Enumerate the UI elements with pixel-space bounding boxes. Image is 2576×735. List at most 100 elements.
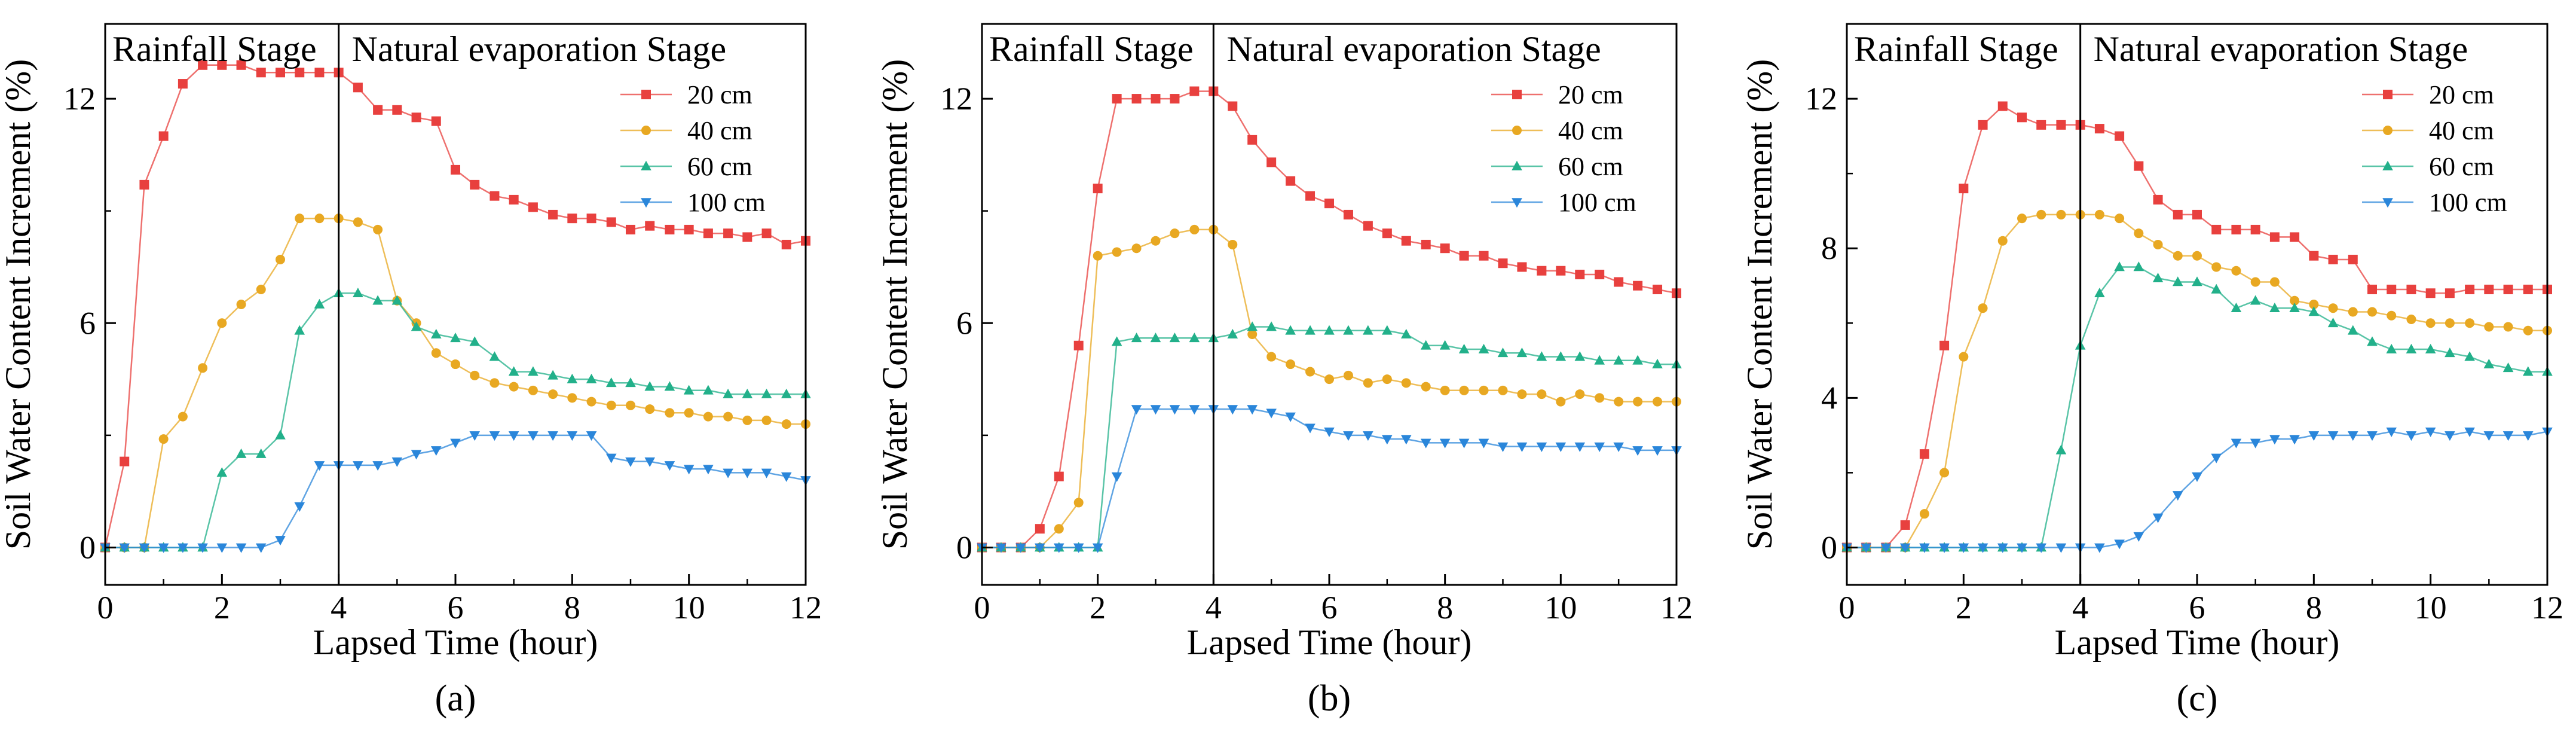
data-point [2094,124,2104,134]
data-point [1900,520,1910,530]
data-point [1093,184,1103,194]
data-point [2327,318,2339,328]
data-point [2445,431,2455,441]
data-point [1400,328,1412,338]
data-point [1151,236,1161,246]
data-point [1228,239,1238,249]
data-point [2290,232,2300,242]
data-point [2484,322,2494,332]
data-point [2523,284,2533,294]
data-point [2327,431,2339,441]
data-point [761,228,772,239]
y-tick-label: 6 [956,305,972,341]
data-point [2152,273,2164,283]
stage-label-rainfall: Rainfall Stage [1854,29,2058,69]
data-point [528,366,539,376]
data-point [489,351,500,361]
data-point [1324,374,1334,385]
data-point [236,300,246,309]
data-point [1111,336,1122,346]
data-point [567,431,578,441]
series-line [1847,266,2547,548]
data-point [1613,355,1624,365]
data-point [567,393,577,403]
x-axis-title: Lapsed Time (hour) [313,623,598,662]
data-point [567,373,578,383]
data-point [1382,374,1392,385]
data-point [2250,295,2261,305]
legend-item: 20 cm [620,80,752,109]
data-point [1170,94,1180,104]
data-point [1305,191,1315,201]
data-point [996,543,1006,553]
data-point [1459,385,1469,395]
data-point [2115,214,2125,224]
legend-marker [1512,198,1522,208]
data-point [2114,261,2125,272]
data-point [1555,442,1567,452]
data-point [2406,284,2416,294]
data-point [2289,435,2300,445]
data-point [314,298,325,309]
data-point [1092,543,1103,553]
data-point [256,284,266,294]
data-point [1131,243,1142,254]
data-point [508,431,519,441]
data-point [2115,131,2125,141]
data-point [1266,352,1277,362]
data-point [2133,532,2144,542]
panel-label: (a) [435,678,476,719]
stage-label-rainfall: Rainfall Stage [989,29,1194,69]
data-point [2309,251,2319,261]
legend-label: 100 cm [1558,188,1636,217]
data-point [1285,325,1296,335]
data-point [489,191,500,201]
data-point [1459,251,1469,261]
data-point [1997,236,2008,246]
data-point [1189,86,1200,96]
data-point [1595,393,1605,403]
x-tick-label: 0 [974,590,990,626]
data-point [2211,262,2222,272]
chart-panel-c: Rainfall Stage Natural evaporation Stage 0… [1740,23,2563,719]
data-point [684,408,694,418]
data-point [781,419,791,429]
data-point [1440,385,1450,395]
data-point [294,502,305,512]
data-point [2425,343,2436,353]
data-point [1363,221,1373,231]
data-point [1536,442,1547,452]
data-point [2250,277,2260,287]
data-point [314,214,325,224]
data-point [1861,543,1872,553]
data-point [508,366,519,376]
series-60-cm [100,288,811,552]
data-point [1497,442,1509,452]
data-point [1324,199,1334,209]
data-point [1479,385,1489,395]
data-point [1574,351,1586,361]
data-point [1169,333,1180,343]
data-point [2172,276,2183,286]
y-tick-label: 8 [1821,230,1837,266]
data-point [1131,94,1142,104]
legend-item: 20 cm [2362,80,2494,109]
data-point [2290,295,2300,306]
data-point [217,60,227,70]
data-point [294,325,305,335]
data-point [295,214,305,224]
data-point [1440,243,1450,254]
data-point [2017,112,2027,123]
data-point [1516,347,1528,358]
data-point [1266,157,1277,167]
data-point [2367,336,2378,346]
data-point [605,453,617,463]
data-point [1169,405,1180,415]
series-line [1847,431,2548,548]
data-point [547,431,558,441]
data-point [120,456,130,466]
data-point [1112,94,1122,104]
data-point [606,217,616,227]
data-point [2386,343,2397,353]
legend-label: 20 cm [1558,80,1623,109]
